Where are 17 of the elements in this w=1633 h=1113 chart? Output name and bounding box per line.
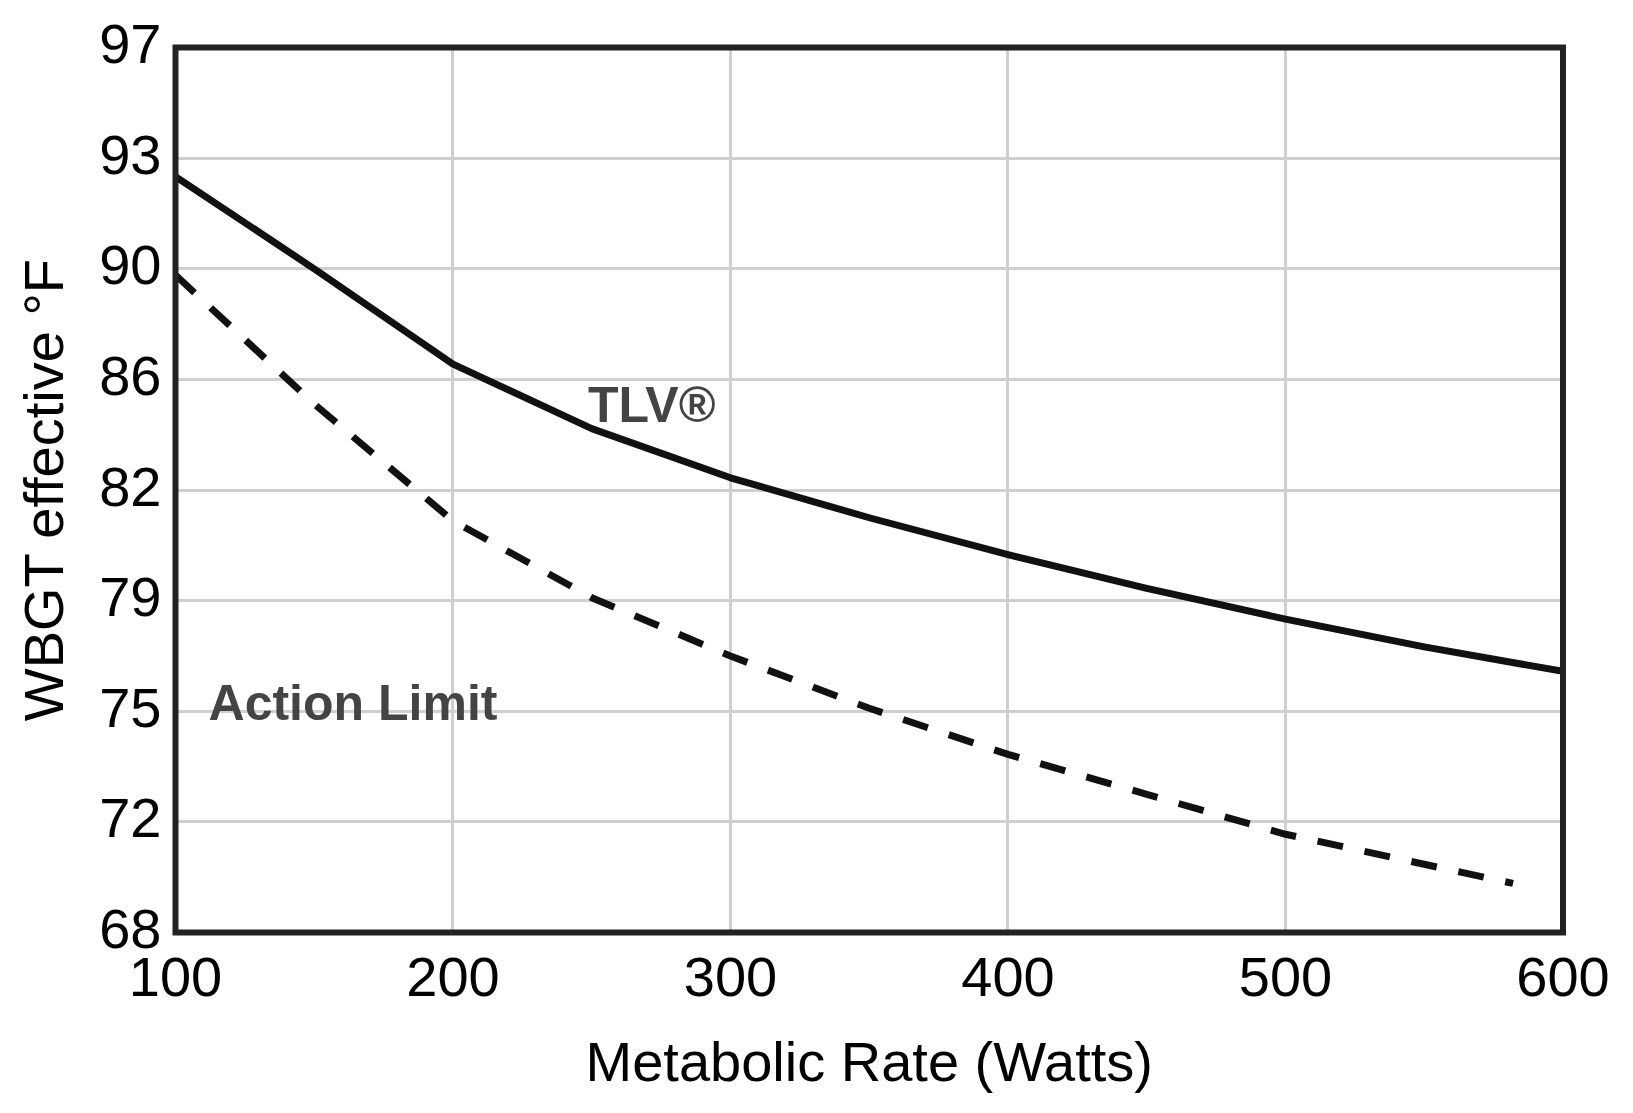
- x-tick-label: 200: [406, 944, 500, 1008]
- y-tick-label: 82: [99, 454, 162, 518]
- x-axis-title: Metabolic Rate (Watts): [585, 1029, 1153, 1093]
- y-axis-title: WBGT effective °F: [12, 258, 76, 722]
- y-tick-label: 72: [99, 786, 162, 850]
- series-label: TLV®: [587, 377, 716, 434]
- y-tick-label: 90: [99, 233, 162, 297]
- x-tick-label: 500: [1238, 944, 1333, 1008]
- x-tick-label: 300: [683, 944, 778, 1008]
- y-tick-label: 93: [99, 122, 162, 186]
- x-tick-label: 600: [1516, 944, 1610, 1008]
- y-tick-label: 79: [99, 565, 162, 629]
- text: Action Limit: [208, 674, 498, 731]
- y-tick-label: 75: [99, 675, 162, 739]
- x-tick-label: 400: [961, 944, 1055, 1008]
- y-tick-label: 86: [99, 343, 162, 407]
- y-tick-label: 97: [99, 12, 162, 76]
